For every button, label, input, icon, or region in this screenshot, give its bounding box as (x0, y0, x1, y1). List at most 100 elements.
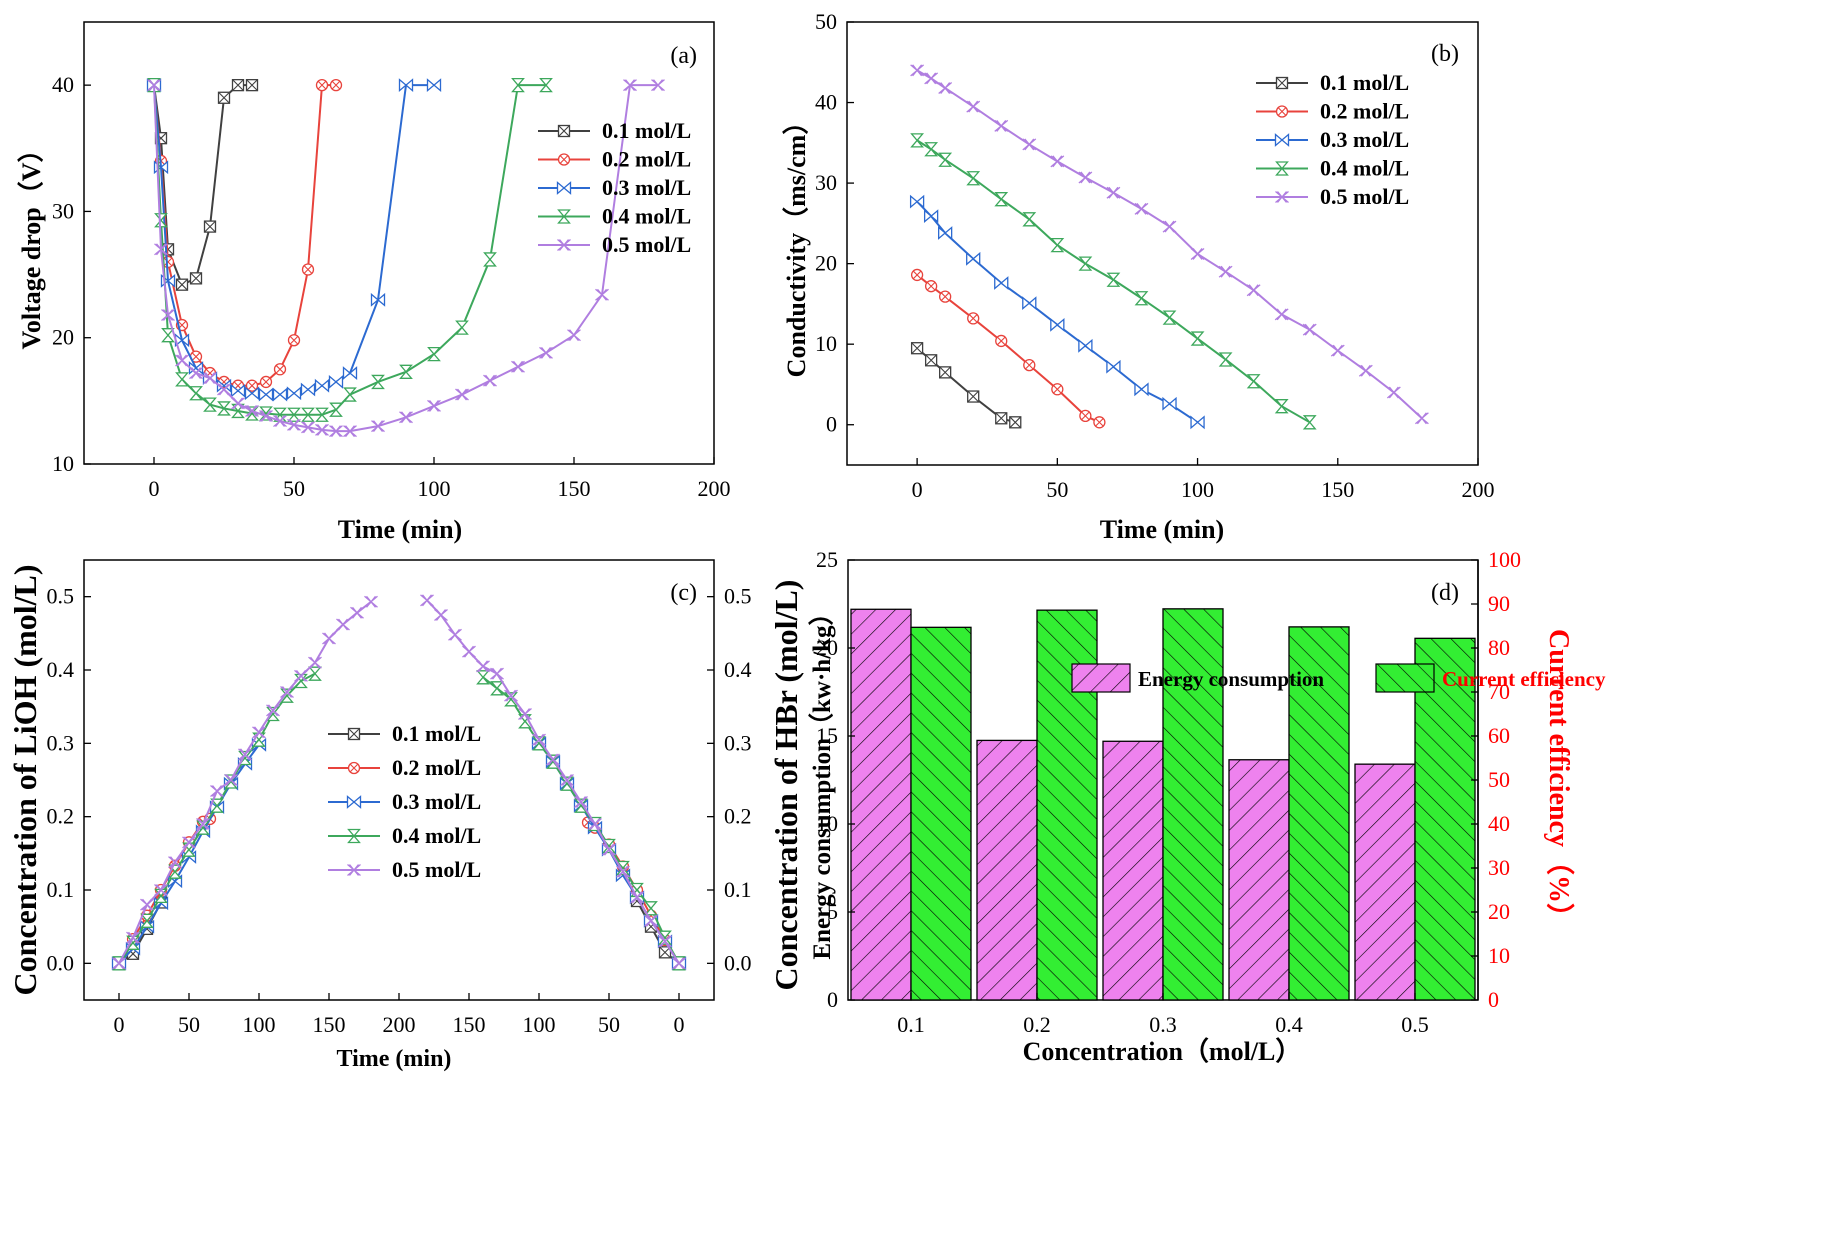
b-ytick-label: 10 (815, 331, 837, 356)
b-data-point-cross (967, 390, 980, 403)
b-data-point (1134, 202, 1149, 215)
d-bar-efficiency (910, 626, 972, 1001)
a-data-point-shape (370, 292, 386, 307)
a-data-point-cross (317, 80, 327, 90)
c-data-point (294, 669, 308, 682)
b-data-point-shape (909, 194, 925, 209)
c-data-point (420, 594, 434, 607)
a-data-point-shape (328, 375, 344, 389)
c-legend-label: 0.1 mol/L (392, 721, 481, 746)
a-series (146, 78, 442, 402)
c-data-point (126, 931, 140, 944)
b-data-point-shape (1106, 359, 1121, 374)
c-data-point (266, 704, 280, 717)
a-data-point (286, 386, 302, 401)
b-data-point-shape (1134, 382, 1149, 397)
a-xtick-label: 100 (418, 476, 451, 501)
b-data-point-shape (1078, 338, 1093, 353)
b-data-point (1246, 284, 1261, 297)
b-data-point (909, 194, 925, 209)
d-legend-label-efficiency: Current efficiency (1442, 667, 1606, 691)
c-data-point (196, 818, 210, 830)
a-data-point (217, 91, 231, 104)
a-data-point-shape (567, 329, 581, 342)
c-xtick-label: 0 (114, 1012, 125, 1037)
c-x-axis-title: Time (min) (337, 1046, 452, 1072)
d-panel-label: (d) (1431, 580, 1459, 606)
c-data-point (112, 957, 126, 970)
b-legend-label: 0.2 mol/L (1320, 99, 1409, 124)
d-ytick-right-label: 70 (1488, 679, 1510, 704)
b-data-point-shape (1022, 212, 1037, 227)
c-legend-marker (347, 761, 361, 775)
panel-b-conductivity-chart: 0 50 100 150 200 0 10 20 30 40 50 Time (min) Conduct… (782, 9, 1495, 544)
c-data-point-shape (644, 901, 658, 916)
b-data-point-shape (966, 251, 981, 266)
c-data-point (630, 891, 644, 904)
b-data-point-shape (1190, 247, 1205, 260)
c-data-point-shape (630, 891, 644, 904)
c-data-point (462, 645, 476, 658)
d-bar-energy (1102, 740, 1164, 1001)
b-data-point (1093, 416, 1106, 429)
c-y-axis-title-right: Concentration of HBr (mol/L) (768, 580, 804, 991)
a-data-point-shape (511, 77, 525, 93)
a-data-point (455, 388, 469, 401)
a-data-point-shape (371, 420, 385, 433)
c-data-point-shape (602, 843, 616, 856)
c-data-point-shape (126, 931, 140, 944)
c-data-point-shape (504, 689, 518, 702)
c-data-point-shape (490, 667, 504, 680)
b-data-point-cross (1025, 360, 1034, 370)
b-data-point-shape (1414, 412, 1429, 425)
a-data-point (203, 397, 217, 412)
b-data-point-shape (1246, 374, 1261, 389)
b-data-point (995, 412, 1008, 425)
b-data-point (1190, 331, 1205, 346)
a-legend-label: 0.2 mol/L (602, 147, 691, 172)
b-legend-label: 0.4 mol/L (1320, 156, 1409, 181)
b-data-point-cross (1081, 411, 1090, 421)
a-data-point-shape (175, 372, 189, 387)
b-data-point (1050, 155, 1065, 168)
a-data-point (273, 415, 287, 428)
b-data-point (1274, 308, 1289, 321)
c-data-point-shape (308, 666, 322, 681)
a-data-point (567, 329, 581, 342)
a-data-point (370, 292, 386, 307)
b-data-point (967, 390, 980, 403)
c-legend-label: 0.5 mol/L (392, 857, 481, 882)
a-data-point-shape (217, 401, 231, 416)
a-data-point (371, 374, 385, 390)
b-data-point-shape (1218, 352, 1233, 367)
a-legend-marker-shape (557, 209, 571, 224)
b-data-point (966, 100, 981, 113)
b-data-point-shape (1358, 364, 1373, 377)
c-data-point (182, 836, 196, 849)
c-data-point-shape (224, 774, 238, 786)
a-data-point-cross (176, 278, 188, 291)
c-data-point-shape (154, 884, 168, 896)
c-data-point (168, 856, 182, 869)
b-data-point (1134, 291, 1149, 306)
b-data-point-shape (1022, 138, 1037, 151)
c-data-point-shape (168, 856, 182, 869)
a-data-point-shape (203, 397, 217, 412)
d-bar-efficiency (1162, 608, 1224, 1001)
c-data-point-shape (490, 681, 504, 696)
a-data-point-shape (314, 378, 330, 393)
b-data-point-shape (924, 142, 939, 157)
b-data-point-cross (997, 336, 1006, 346)
a-data-point-shape (287, 418, 301, 431)
d-xtick-label: 0.4 (1275, 1012, 1303, 1037)
c-data-point (364, 595, 378, 608)
a-ytick-label: 10 (52, 451, 74, 476)
a-data-point (259, 375, 273, 389)
c-data-point-shape (476, 660, 490, 673)
d-ytick-label: 25 (816, 547, 838, 572)
a-data-point-shape (154, 213, 168, 228)
c-data-point (210, 785, 224, 797)
a-data-point (300, 382, 316, 397)
b-data-point (1106, 186, 1121, 199)
c-data-point (490, 681, 504, 696)
